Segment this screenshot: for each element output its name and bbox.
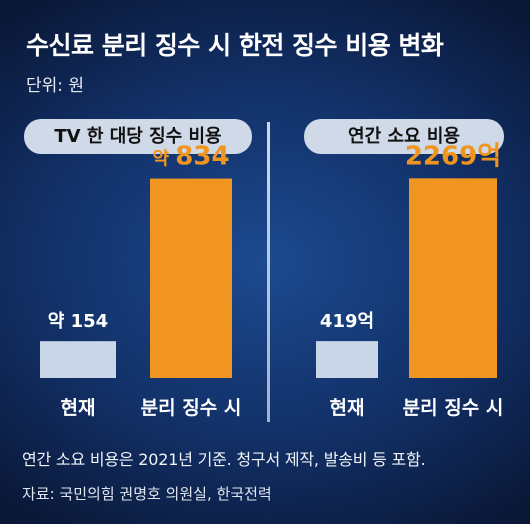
- data-label-per-tv-current: 약 154: [48, 310, 108, 332]
- panel-title-annual: 연간 소요 비용: [304, 119, 504, 154]
- category-label-annual-current: 현재: [330, 397, 365, 419]
- footnote: 연간 소요 비용은 2021년 기준. 청구서 제작, 발송비 등 포함.: [22, 450, 426, 469]
- panel-title-per-tv: TV 한 대당 징수 비용: [24, 119, 252, 154]
- bar-annual-separate: [409, 178, 497, 378]
- data-label-per-tv-separate: 약 834: [152, 142, 229, 172]
- category-label-per-tv-separate: 분리 징수 시: [141, 397, 242, 419]
- bar-annual-current: [316, 341, 378, 378]
- bar-per-tv-separate: [150, 178, 232, 378]
- data-label-annual-separate: 2269억: [405, 141, 501, 171]
- source-note: 자료: 국민의힘 권명호 의원실, 한국전력: [22, 485, 272, 503]
- panel-divider: [267, 122, 270, 422]
- chart-title: 수신료 분리 징수 시 한전 징수 비용 변화: [26, 31, 444, 60]
- category-label-annual-separate: 분리 징수 시: [403, 397, 504, 419]
- unit-label: 단위: 원: [26, 76, 85, 96]
- bar-per-tv-current: [40, 341, 116, 378]
- category-label-per-tv-current: 현재: [61, 397, 96, 419]
- data-label-annual-current: 419억: [320, 311, 374, 332]
